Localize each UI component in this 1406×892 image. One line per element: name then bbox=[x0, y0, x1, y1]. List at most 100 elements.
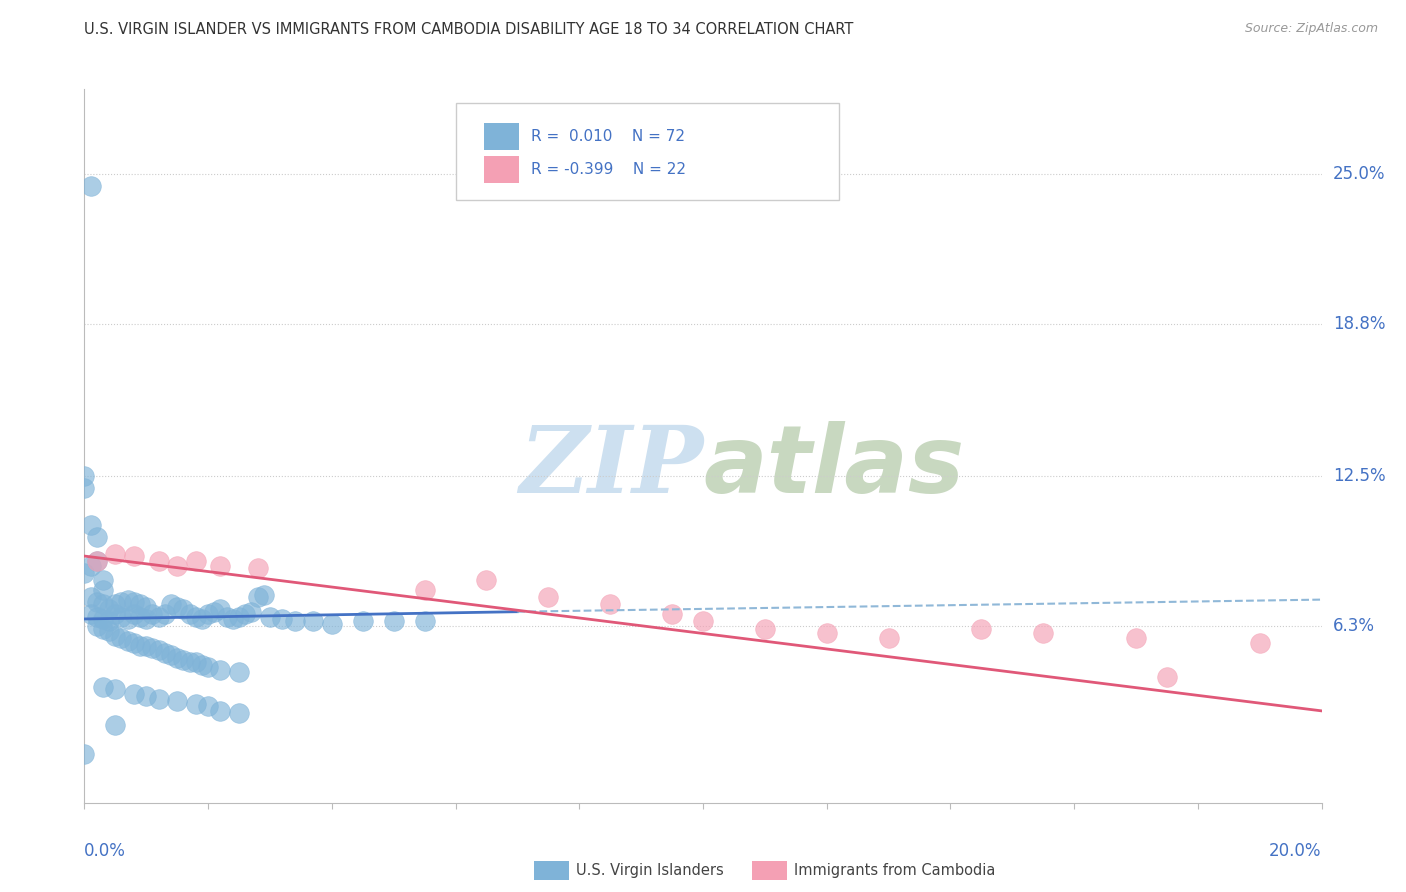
Point bbox=[91, 574, 114, 588]
FancyBboxPatch shape bbox=[456, 103, 839, 200]
Point bbox=[79, 607, 101, 621]
Point bbox=[215, 609, 238, 624]
Point bbox=[233, 607, 256, 621]
Point bbox=[179, 656, 201, 670]
Text: 20.0%: 20.0% bbox=[1270, 842, 1322, 860]
Point bbox=[104, 598, 127, 612]
Point bbox=[129, 609, 152, 624]
Point bbox=[259, 609, 281, 624]
Point bbox=[141, 640, 163, 655]
Point bbox=[117, 633, 139, 648]
Point bbox=[91, 680, 114, 694]
Point bbox=[110, 632, 132, 646]
Point bbox=[153, 646, 176, 660]
Point bbox=[599, 598, 621, 612]
Point bbox=[98, 615, 121, 629]
Point bbox=[122, 549, 145, 563]
Point bbox=[148, 643, 170, 657]
Point bbox=[228, 665, 250, 680]
Point bbox=[382, 615, 405, 629]
Point bbox=[86, 595, 108, 609]
Point bbox=[160, 598, 183, 612]
Point bbox=[122, 687, 145, 701]
Point bbox=[970, 622, 993, 636]
Point bbox=[122, 607, 145, 621]
Point bbox=[129, 639, 152, 653]
Point bbox=[302, 615, 325, 629]
Point bbox=[184, 697, 207, 711]
FancyBboxPatch shape bbox=[484, 156, 519, 184]
Point bbox=[209, 663, 232, 677]
Point bbox=[91, 622, 114, 636]
Point bbox=[209, 704, 232, 718]
Point bbox=[209, 602, 232, 616]
Point bbox=[117, 612, 139, 626]
Point bbox=[73, 469, 96, 483]
Point bbox=[86, 554, 108, 568]
Point bbox=[191, 612, 214, 626]
Point bbox=[253, 588, 276, 602]
FancyBboxPatch shape bbox=[484, 123, 519, 150]
Point bbox=[160, 648, 183, 663]
Point bbox=[1156, 670, 1178, 684]
Point bbox=[135, 639, 157, 653]
Point bbox=[73, 747, 96, 762]
Point bbox=[815, 626, 838, 640]
Point bbox=[352, 615, 374, 629]
Text: U.S. VIRGIN ISLANDER VS IMMIGRANTS FROM CAMBODIA DISABILITY AGE 18 TO 34 CORRELA: U.S. VIRGIN ISLANDER VS IMMIGRANTS FROM … bbox=[84, 22, 853, 37]
Text: R = -0.399    N = 22: R = -0.399 N = 22 bbox=[531, 162, 686, 178]
Point bbox=[321, 616, 343, 631]
Point bbox=[222, 612, 245, 626]
Point bbox=[104, 547, 127, 561]
Point bbox=[228, 609, 250, 624]
Point bbox=[104, 718, 127, 732]
Point bbox=[135, 612, 157, 626]
Point bbox=[135, 690, 157, 704]
Point bbox=[172, 602, 194, 616]
Point bbox=[475, 574, 498, 588]
Point bbox=[73, 566, 96, 580]
Point bbox=[129, 598, 152, 612]
Point bbox=[179, 607, 201, 621]
Point bbox=[271, 612, 294, 626]
Point bbox=[240, 605, 263, 619]
Text: ZIP: ZIP bbox=[519, 423, 703, 512]
Text: Immigrants from Cambodia: Immigrants from Cambodia bbox=[794, 863, 995, 878]
Text: R =  0.010    N = 72: R = 0.010 N = 72 bbox=[531, 128, 685, 144]
Text: 6.3%: 6.3% bbox=[1333, 617, 1375, 635]
Point bbox=[166, 694, 188, 708]
Text: U.S. Virgin Islanders: U.S. Virgin Islanders bbox=[576, 863, 724, 878]
Point bbox=[202, 605, 225, 619]
Point bbox=[754, 622, 776, 636]
Point bbox=[184, 656, 207, 670]
Text: 0.0%: 0.0% bbox=[84, 842, 127, 860]
Point bbox=[197, 607, 219, 621]
Point bbox=[73, 481, 96, 495]
Point bbox=[1125, 632, 1147, 646]
Text: 12.5%: 12.5% bbox=[1333, 467, 1385, 485]
Point bbox=[135, 599, 157, 614]
Text: atlas: atlas bbox=[703, 421, 965, 514]
Point bbox=[86, 619, 108, 633]
Point bbox=[184, 554, 207, 568]
Point bbox=[86, 554, 108, 568]
Point bbox=[122, 636, 145, 650]
Text: Source: ZipAtlas.com: Source: ZipAtlas.com bbox=[1244, 22, 1378, 36]
Point bbox=[413, 615, 436, 629]
Point bbox=[184, 609, 207, 624]
Point bbox=[284, 615, 307, 629]
Point bbox=[246, 561, 269, 575]
Point bbox=[877, 632, 900, 646]
Point bbox=[122, 595, 145, 609]
Point bbox=[1249, 636, 1271, 650]
Point bbox=[79, 178, 101, 193]
Point bbox=[91, 582, 114, 597]
Text: 18.8%: 18.8% bbox=[1333, 315, 1385, 333]
Point bbox=[91, 612, 114, 626]
Point bbox=[79, 590, 101, 604]
Point bbox=[197, 699, 219, 714]
Point bbox=[79, 517, 101, 532]
Point bbox=[98, 602, 121, 616]
Point bbox=[246, 590, 269, 604]
Point bbox=[209, 558, 232, 573]
